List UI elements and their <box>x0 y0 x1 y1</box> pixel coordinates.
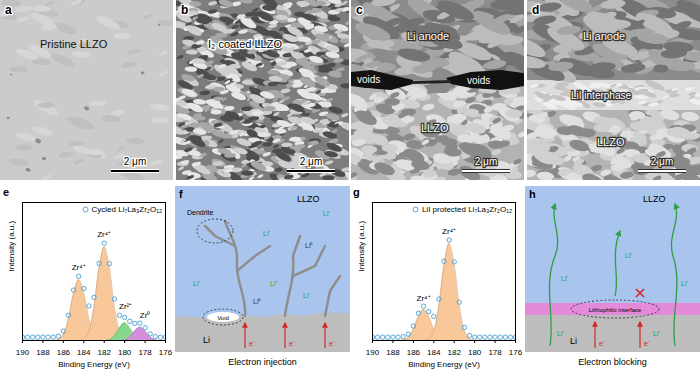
svg-text:2 μm: 2 μm <box>124 156 146 167</box>
svg-text:Li⁺: Li⁺ <box>303 292 311 299</box>
svg-text:Li: Li <box>203 335 210 345</box>
svg-text:186: 186 <box>57 348 71 357</box>
svg-text:e⁻: e⁻ <box>329 340 336 347</box>
svg-text:2 μm: 2 μm <box>651 156 673 167</box>
svg-text:176: 176 <box>159 348 173 357</box>
svg-text:178: 178 <box>488 348 502 357</box>
svg-text:Zr²⁺: Zr²⁺ <box>119 302 132 311</box>
svg-text:e⁻: e⁻ <box>289 340 296 347</box>
svg-text:LLZO: LLZO <box>643 194 666 204</box>
svg-text:h: h <box>529 188 536 200</box>
svg-text:2 μm: 2 μm <box>475 156 497 167</box>
svg-text:Li⁰: Li⁰ <box>253 298 261 305</box>
svg-text:I₂ coated LLZO: I₂ coated LLZO <box>208 38 282 50</box>
svg-text:Li⁺: Li⁺ <box>681 280 689 287</box>
svg-text:188: 188 <box>386 348 400 357</box>
svg-text:Li⁰: Li⁰ <box>305 242 313 249</box>
svg-text:180: 180 <box>118 348 132 357</box>
html-text:e: e <box>3 186 10 198</box>
svg-text:186: 186 <box>407 348 421 357</box>
svg-text:Li⁺: Li⁺ <box>270 280 278 287</box>
svg-text:190: 190 <box>366 348 380 357</box>
svg-text:182: 182 <box>448 348 462 357</box>
svg-text:LiI interphase: LiI interphase <box>571 90 631 101</box>
svg-text:Li: Li <box>570 336 577 346</box>
html-text:g: g <box>353 186 360 198</box>
svg-text:Li anode: Li anode <box>583 30 625 42</box>
svg-text:Zr⁴⁺: Zr⁴⁺ <box>417 294 431 303</box>
svg-text:c: c <box>356 3 363 17</box>
svg-text:e⁻: e⁻ <box>599 340 606 347</box>
svg-text:Li⁺: Li⁺ <box>625 252 633 259</box>
svg-text:Electron blocking: Electron blocking <box>578 357 647 367</box>
svg-text:Pristine LLZO: Pristine LLZO <box>40 38 108 50</box>
svg-text:Zr⁴⁺: Zr⁴⁺ <box>442 227 456 236</box>
svg-text:Li⁺: Li⁺ <box>323 210 331 217</box>
svg-text:Zr⁴⁺: Zr⁴⁺ <box>97 230 111 239</box>
svg-text:LLZO: LLZO <box>421 122 449 134</box>
svg-text:184: 184 <box>427 348 441 357</box>
svg-text:e⁻: e⁻ <box>644 340 651 347</box>
svg-text:188: 188 <box>36 348 50 357</box>
svg-text:Li⁺: Li⁺ <box>557 330 565 337</box>
svg-text:Li anode: Li anode <box>407 30 449 42</box>
html-text:Cycled Li₇La₃Zr₂O₁₂: Cycled Li₇La₃Zr₂O₁₂ <box>91 205 162 214</box>
svg-text:Intensity (a.u.): Intensity (a.u.) <box>357 220 366 271</box>
svg-text:2 μm: 2 μm <box>300 156 322 167</box>
svg-text:Zr⁴⁺: Zr⁴⁺ <box>72 263 86 272</box>
svg-text:180: 180 <box>468 348 482 357</box>
svg-text:d: d <box>532 3 539 17</box>
svg-text:LLZO: LLZO <box>297 194 320 204</box>
svg-text:Li⁺: Li⁺ <box>263 230 271 237</box>
svg-text:e⁻: e⁻ <box>249 340 256 347</box>
svg-text:Electron injection: Electron injection <box>228 357 297 367</box>
svg-text:Zr⁰: Zr⁰ <box>140 311 151 320</box>
svg-text:Binding Energy (eV): Binding Energy (eV) <box>58 360 130 369</box>
svg-text:a: a <box>5 3 12 17</box>
svg-text:f: f <box>179 188 183 200</box>
svg-text:176: 176 <box>509 348 523 357</box>
svg-text:voids: voids <box>357 74 380 85</box>
html-text:LiI protected Li₇La₃Zr₂O₁₂: LiI protected Li₇La₃Zr₂O₁₂ <box>421 205 512 214</box>
svg-text:Li⁺: Li⁺ <box>653 330 661 337</box>
svg-text:178: 178 <box>138 348 152 357</box>
svg-text:Binding Energy (eV): Binding Energy (eV) <box>408 360 480 369</box>
svg-text:Lithiophilic interface: Lithiophilic interface <box>589 307 642 313</box>
svg-text:b: b <box>181 3 188 17</box>
svg-text:Void: Void <box>217 315 229 321</box>
svg-text:Intensity (a.u.): Intensity (a.u.) <box>7 220 16 271</box>
svg-text:184: 184 <box>77 348 91 357</box>
svg-text:Li⁺: Li⁺ <box>193 280 201 287</box>
svg-text:182: 182 <box>98 348 112 357</box>
svg-text:voids: voids <box>467 75 490 86</box>
svg-text:Li⁺: Li⁺ <box>561 275 569 282</box>
svg-text:190: 190 <box>16 348 30 357</box>
svg-text:LLZO: LLZO <box>597 136 625 148</box>
svg-text:Dendrite: Dendrite <box>187 209 214 216</box>
